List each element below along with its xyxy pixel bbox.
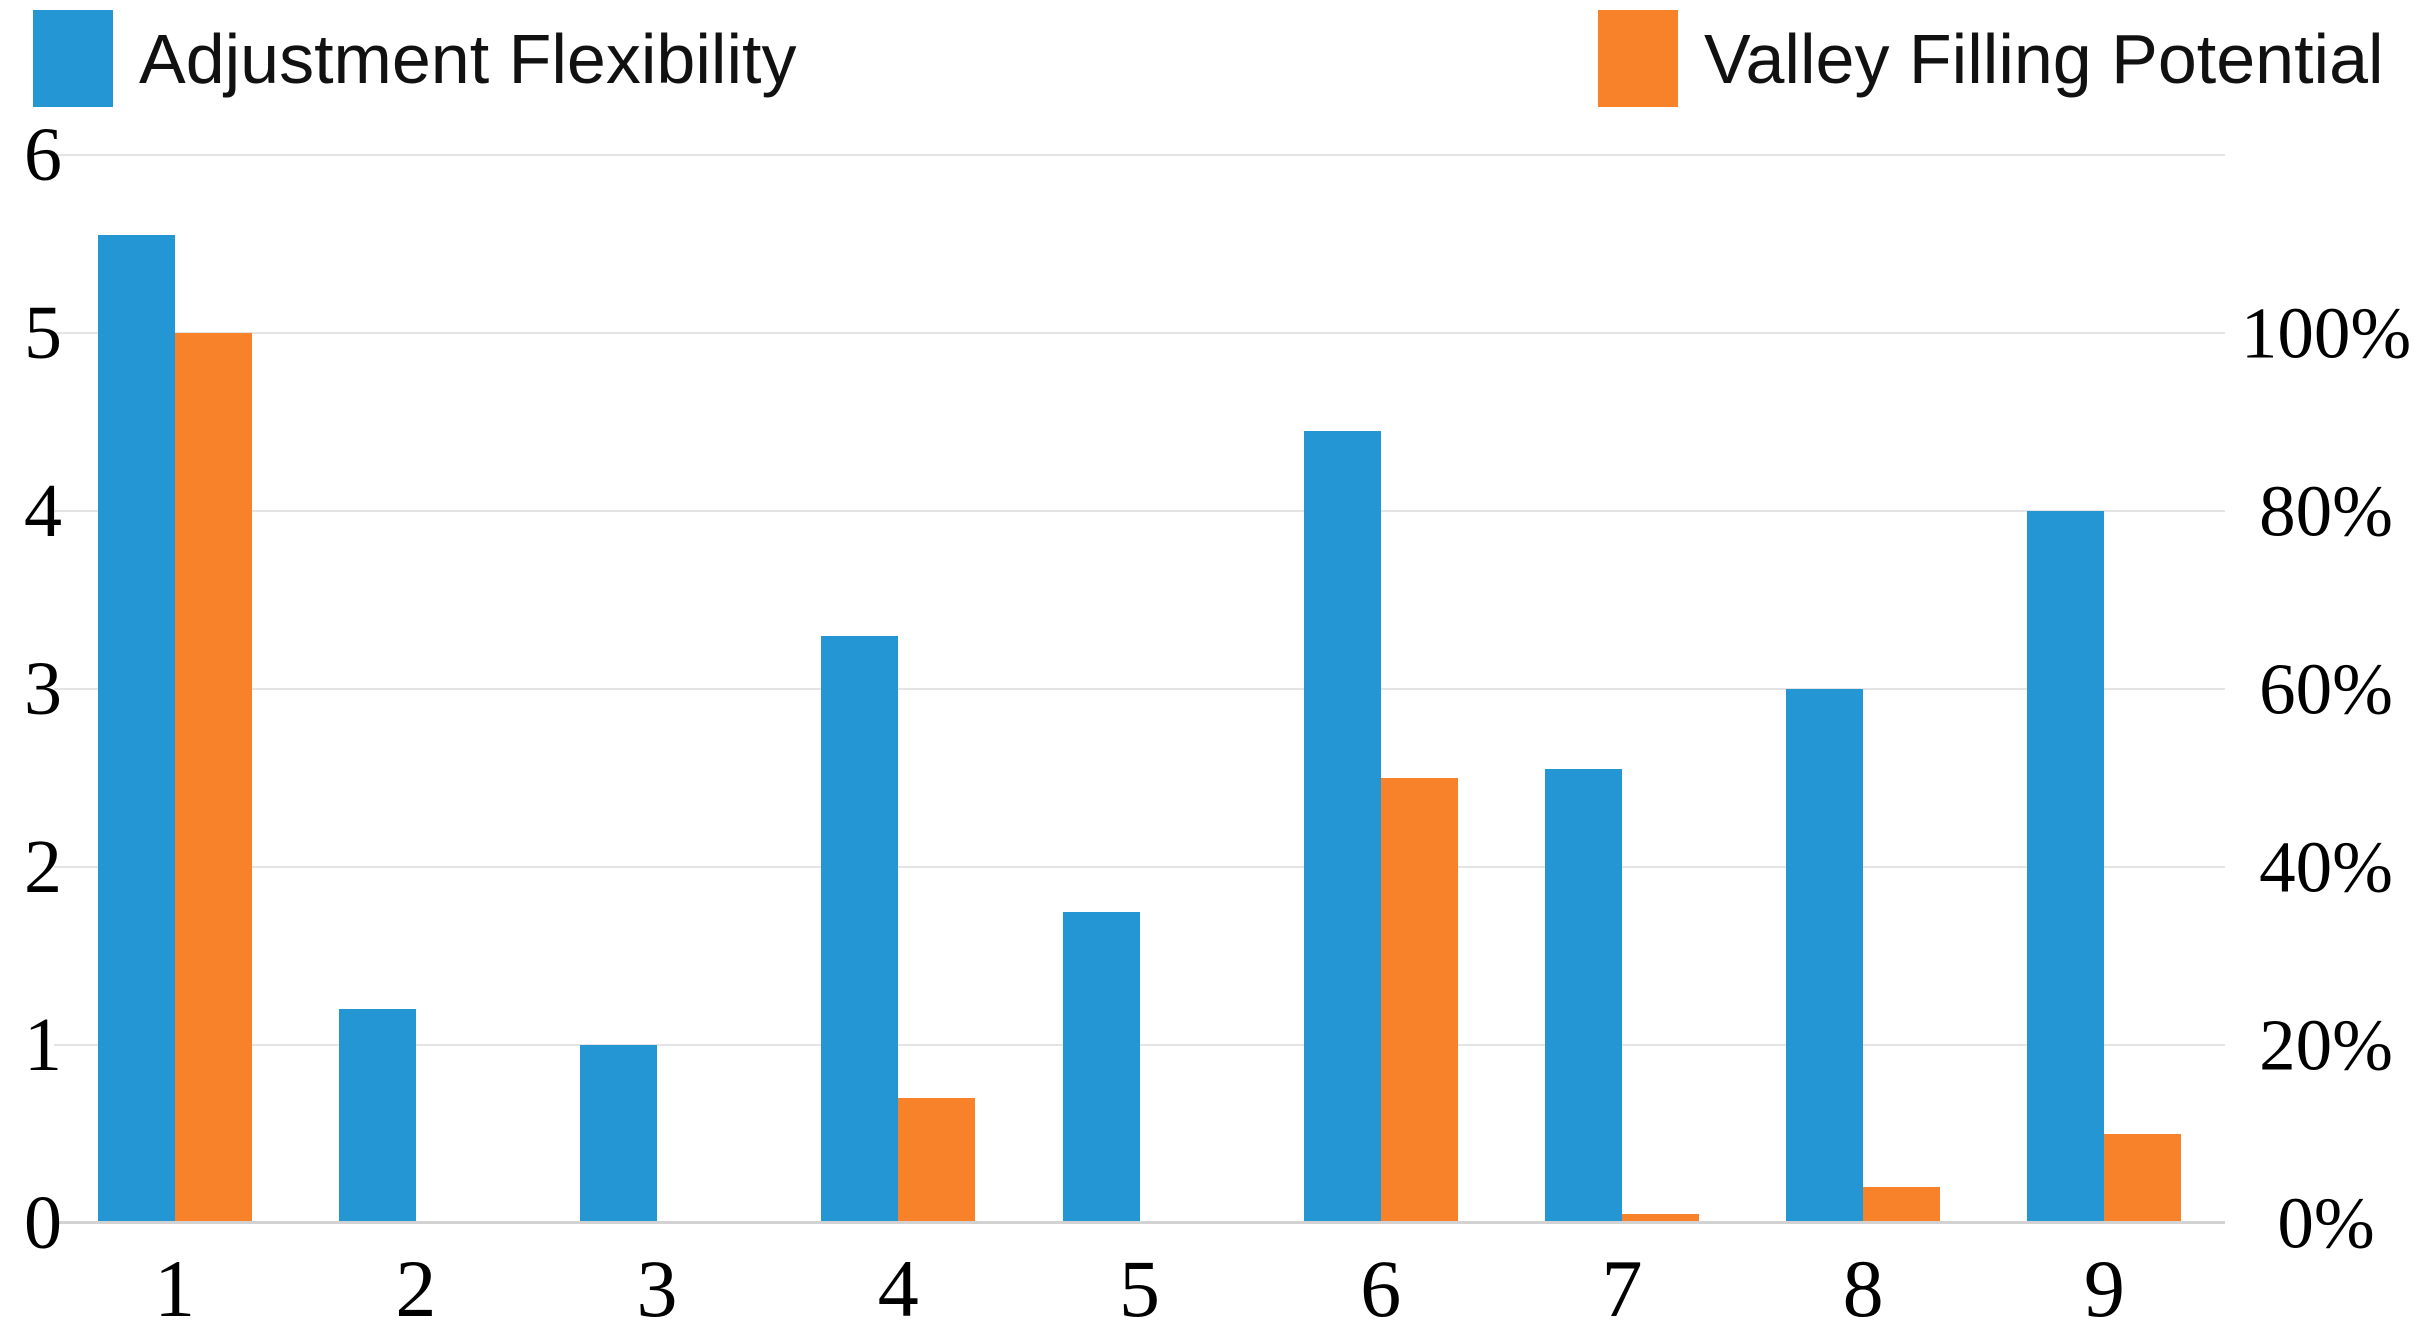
right-axis-tick-80: 80% — [2259, 470, 2393, 552]
x-axis-label-8: 8 — [1842, 1243, 1884, 1334]
bar-valley-filling-potential-8 — [1863, 1187, 1941, 1223]
legend-swatch-orange — [1598, 10, 1678, 107]
bar-valley-filling-potential-7 — [1621, 1214, 1699, 1223]
bar-adjustment-flexibility-5 — [1062, 911, 1140, 1223]
left-axis-tick-5: 5 — [24, 291, 62, 375]
left-axis-tick-2: 2 — [24, 825, 62, 909]
gridline-4 — [54, 510, 2225, 512]
x-axis-label-5: 5 — [1119, 1243, 1160, 1334]
x-axis-label-3: 3 — [636, 1243, 678, 1334]
gridline-3 — [54, 688, 2225, 690]
gridline-2 — [54, 866, 2225, 868]
bar-adjustment-flexibility-9 — [2027, 511, 2105, 1223]
bar-valley-filling-potential-1 — [174, 333, 252, 1223]
bar-adjustment-flexibility-3 — [580, 1045, 658, 1223]
x-axis-line — [54, 1221, 2225, 1224]
plot-area — [54, 154, 2225, 1224]
bar-valley-filling-potential-4 — [898, 1098, 976, 1223]
bar-valley-filling-potential-9 — [2104, 1134, 2182, 1223]
right-axis-tick-20: 20% — [2259, 1004, 2393, 1086]
legend-label-valley-filling-potential: Valley Filling Potential — [1704, 19, 2384, 98]
right-axis-tick-0: 0% — [2277, 1182, 2375, 1264]
x-axis-label-1: 1 — [154, 1243, 196, 1334]
gridline-5 — [54, 332, 2225, 334]
bar-valley-filling-potential-6 — [1380, 778, 1458, 1223]
bar-adjustment-flexibility-6 — [1303, 430, 1381, 1223]
legend-item-adjustment-flexibility: Adjustment Flexibility — [33, 10, 796, 107]
legend-label-adjustment-flexibility: Adjustment Flexibility — [139, 19, 797, 98]
right-axis-tick-100: 100% — [2240, 292, 2412, 374]
gridline-1 — [54, 1044, 2225, 1046]
bar-adjustment-flexibility-8 — [1786, 689, 1864, 1223]
x-axis-label-4: 4 — [877, 1243, 919, 1334]
right-axis-tick-40: 40% — [2259, 826, 2393, 908]
bar-adjustment-flexibility-1 — [97, 235, 175, 1223]
x-axis-label-7: 7 — [1601, 1243, 1643, 1334]
legend-item-valley-filling-potential: Valley Filling Potential — [1598, 10, 2384, 107]
x-axis-label-2: 2 — [395, 1243, 437, 1334]
gridline-6 — [54, 154, 2225, 156]
legend-swatch-blue — [33, 10, 113, 107]
bar-adjustment-flexibility-7 — [1544, 769, 1622, 1223]
right-axis-tick-60: 60% — [2259, 648, 2393, 730]
x-axis-label-9: 9 — [2083, 1243, 2125, 1334]
left-axis-tick-6: 6 — [24, 113, 62, 197]
x-axis-label-6: 6 — [1360, 1243, 1402, 1334]
left-axis-tick-3: 3 — [24, 647, 62, 731]
left-axis-tick-0: 0 — [24, 1181, 62, 1265]
left-axis-tick-1: 1 — [24, 1003, 62, 1087]
bar-adjustment-flexibility-2 — [338, 1009, 416, 1223]
left-axis-tick-4: 4 — [24, 469, 62, 553]
bar-adjustment-flexibility-4 — [821, 635, 899, 1223]
